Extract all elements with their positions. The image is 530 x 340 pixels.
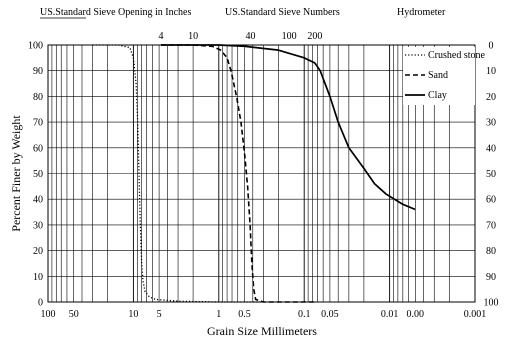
y-axis-title: Percent Finer by Weight <box>9 115 23 232</box>
y-tick-label-left: 30 <box>33 220 43 231</box>
y-tick-label-left: 20 <box>33 246 43 257</box>
y-tick-label-left: 80 <box>33 92 43 103</box>
x-tick-label: 0.001 <box>464 309 487 320</box>
sieve-number-label: 4 <box>159 31 164 42</box>
x-tick-label: 0.05 <box>321 309 339 320</box>
x-tick-label: 0.1 <box>298 309 311 320</box>
series-line-crushed-stone <box>92 44 264 303</box>
header-sieve-opening-inches: US.Standard Sieve Opening in Inches <box>40 7 191 18</box>
legend-label: Crushed stone <box>428 50 486 61</box>
x-tick-label: 10 <box>128 309 138 320</box>
legend-label: Sand <box>428 70 448 81</box>
x-tick-label: 0.01 <box>381 309 399 320</box>
x-tick-label: 50 <box>69 309 79 320</box>
y-tick-label-left: 0 <box>38 298 43 309</box>
y-tick-label-right: 90 <box>486 272 496 283</box>
y-tick-label-left: 100 <box>28 41 43 52</box>
y-tick-label-right: 50 <box>486 169 496 180</box>
y-tick-label-left: 10 <box>33 272 43 283</box>
x-tick-label: 0.00 <box>407 309 425 320</box>
y-tick-label-left: 40 <box>33 195 43 206</box>
series-line-clay <box>161 44 416 211</box>
y-tick-label-right: 0 <box>489 41 494 52</box>
y-tick-label-right: 70 <box>486 220 496 231</box>
x-tick-label: 100 <box>41 309 56 320</box>
y-tick-label-left: 90 <box>33 66 43 77</box>
y-tick-label-left: 60 <box>33 143 43 154</box>
y-tick-label-right: 30 <box>486 118 496 129</box>
y-tick-label-right: 10 <box>486 66 496 77</box>
y-tick-label-right: 20 <box>486 92 496 103</box>
y-tick-label-right: 100 <box>484 298 499 309</box>
y-tick-label-left: 70 <box>33 118 43 129</box>
x-tick-label: 5 <box>157 309 162 320</box>
y-tick-label-right: 40 <box>486 143 496 154</box>
x-axis-title: Grain Size Millimeters <box>207 324 317 338</box>
header-sieve-numbers: US.Standard Sieve Numbers <box>225 7 340 18</box>
sieve-number-label: 40 <box>246 31 256 42</box>
sieve-number-label: 200 <box>307 31 322 42</box>
y-tick-label-right: 80 <box>486 246 496 257</box>
sieve-number-label: 10 <box>188 31 198 42</box>
sieve-number-label: 100 <box>282 31 297 42</box>
header-hydrometer: Hydrometer <box>397 7 446 18</box>
legend-label: Clay <box>428 90 447 101</box>
y-tick-label-right: 60 <box>486 195 496 206</box>
x-tick-label: 0.5 <box>238 309 251 320</box>
y-tick-label-left: 50 <box>33 169 43 180</box>
x-tick-label: 1 <box>216 309 221 320</box>
